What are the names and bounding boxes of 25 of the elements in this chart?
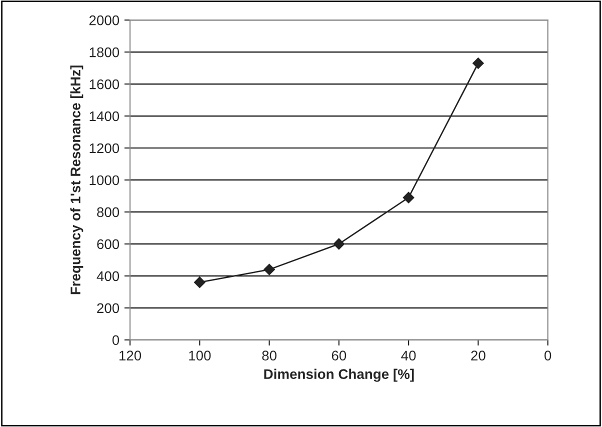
- x-tick-label: 40: [401, 350, 416, 361]
- y-tick-label: 800: [97, 207, 120, 218]
- y-tick-label: 2000: [89, 15, 120, 26]
- x-tick-label: 20: [471, 350, 486, 361]
- y-tick-label: 0: [112, 335, 120, 346]
- y-axis-title: Frequency of 1'st Resonance [kHz]: [70, 66, 84, 294]
- y-tick-label: 600: [97, 239, 120, 250]
- x-axis-title: Dimension Change [%]: [264, 368, 414, 382]
- point: [402, 192, 414, 204]
- x-tick-label: 120: [120, 350, 142, 361]
- y-tick-label: 1600: [90, 79, 120, 90]
- point: [194, 276, 206, 288]
- y-tick-label: 1800: [90, 47, 120, 58]
- point: [472, 58, 484, 69]
- point: [264, 264, 275, 276]
- x-tick-label: 0: [544, 350, 552, 361]
- x-tick-label: 60: [332, 350, 346, 361]
- y-tick-label: 1000: [90, 175, 120, 186]
- x-tick-label: 80: [262, 350, 276, 361]
- y-tick-label: 200: [97, 303, 120, 314]
- y-tick-label: 1200: [90, 143, 120, 154]
- y-tick-label: 1400: [90, 111, 120, 122]
- y-tick-label: 400: [96, 271, 120, 282]
- point: [333, 238, 345, 250]
- x-tick-label: 100: [189, 350, 211, 361]
